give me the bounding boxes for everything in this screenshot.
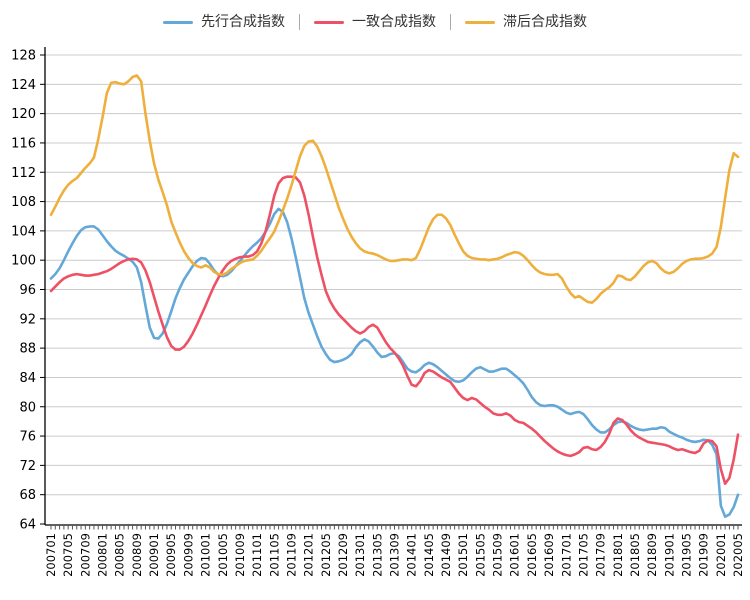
x-tick-label: 200805 [113, 533, 127, 577]
legend-label-leading-index: 先行合成指数 [201, 14, 285, 30]
x-tick-label: 201601 [508, 533, 522, 577]
x-tick-label: 200809 [130, 533, 144, 577]
gridlines [45, 54, 742, 496]
y-tick-label: 120 [11, 107, 36, 122]
coincident-index-line-swatch-icon [314, 20, 344, 24]
x-tick-label: 201201 [302, 533, 316, 577]
y-tick-label: 76 [19, 430, 36, 445]
chart-legend: 先行合成指数 一致合成指数 滞后合成指数 [0, 10, 750, 34]
x-tick-label: 201001 [199, 533, 213, 577]
x-tick-label: 200709 [78, 533, 92, 577]
x-tick-label: 200801 [96, 533, 110, 577]
legend-item-coincident-index[interactable]: 一致合成指数 [314, 15, 436, 29]
leading-index-line-swatch-icon [163, 20, 193, 24]
y-tick-label: 68 [19, 488, 36, 503]
x-tick-label: 202001 [714, 533, 728, 577]
y-tick-label: 96 [19, 283, 36, 298]
x-tick-label: 201409 [439, 533, 453, 577]
legend-separator [450, 14, 451, 30]
y-tick-label: 108 [11, 195, 36, 210]
x-tick-label: 201305 [370, 533, 384, 577]
x-tick-label: 202005 [731, 533, 745, 577]
y-tick-label: 128 [11, 49, 36, 64]
legend-label-coincident-index: 一致合成指数 [352, 14, 436, 30]
x-tick-label: 200705 [61, 533, 75, 577]
y-tick-label: 112 [11, 166, 36, 181]
x-axis: 200701 200705 200709 200801 200805 200809 2009… [44, 525, 745, 577]
y-tick-label: 84 [19, 371, 36, 386]
x-tick-label: 201709 [594, 533, 608, 577]
y-tick-label: 80 [19, 400, 36, 415]
x-tick-label: 201301 [353, 533, 367, 577]
x-tick-label: 201505 [473, 533, 487, 577]
series-line-先行合成指数 [49, 207, 740, 518]
x-tick-label: 201209 [336, 533, 350, 577]
y-tick-label: 92 [19, 312, 36, 327]
y-axis: 64 68 72 76 80 84 88 92 96 100 104 108 112 116 120 124 1… [11, 49, 45, 533]
x-tick-label: 201109 [284, 533, 298, 577]
x-tick-label: 201309 [388, 533, 402, 577]
y-tick-label: 124 [11, 78, 36, 93]
y-tick-label: 88 [19, 342, 36, 357]
lagging-index-line-swatch-icon [465, 20, 495, 24]
legend-item-lagging-index[interactable]: 滞后合成指数 [465, 15, 587, 29]
x-tick-label: 201901 [662, 533, 676, 577]
x-tick-label: 201701 [559, 533, 573, 577]
y-tick-label: 104 [11, 224, 36, 239]
y-tick-label: 100 [11, 254, 36, 269]
x-tick-label: 201605 [525, 533, 539, 577]
x-tick-label: 201405 [422, 533, 436, 577]
y-tick-label: 64 [19, 518, 36, 533]
x-tick-label: 201909 [697, 533, 711, 577]
x-tick-label: 200905 [164, 533, 178, 577]
x-tick-label: 201501 [456, 533, 470, 577]
x-tick-label: 200901 [147, 533, 161, 577]
x-tick-label: 201905 [679, 533, 693, 577]
x-tick-label: 201705 [576, 533, 590, 577]
x-tick-label: 201509 [491, 533, 505, 577]
legend-separator [299, 14, 300, 30]
x-tick-label: 201101 [250, 533, 264, 577]
legend-item-leading-index[interactable]: 先行合成指数 [163, 15, 285, 29]
x-tick-label: 201609 [542, 533, 556, 577]
x-tick-label: 201005 [216, 533, 230, 577]
x-tick-label: 200909 [181, 533, 195, 577]
x-tick-label: 201205 [319, 533, 333, 577]
x-tick-label: 201401 [405, 533, 419, 577]
x-tick-label: 201801 [611, 533, 625, 577]
y-tick-label: 72 [19, 459, 36, 474]
x-tick-label: 201805 [628, 533, 642, 577]
y-tick-label: 116 [11, 136, 36, 151]
series-line-滞后合成指数 [49, 74, 740, 304]
x-tick-label: 201809 [645, 533, 659, 577]
x-tick-label: 200701 [44, 533, 58, 577]
legend-label-lagging-index: 滞后合成指数 [503, 14, 587, 30]
x-tick-label: 201009 [233, 533, 247, 577]
x-tick-label: 201105 [267, 533, 281, 577]
series-line-一致合成指数 [49, 175, 740, 486]
